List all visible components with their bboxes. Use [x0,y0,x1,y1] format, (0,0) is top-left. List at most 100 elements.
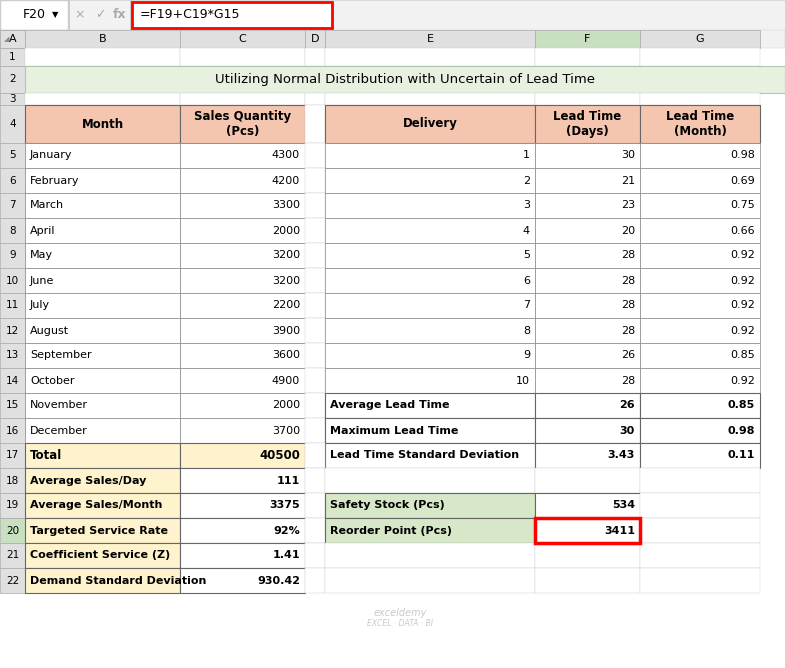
Text: C: C [239,34,246,44]
Bar [535,48,640,66]
Bar [325,393,535,418]
Text: 13: 13 [5,351,19,361]
Text: 20: 20 [621,226,635,236]
Bar [68,0,70,30]
Bar [325,30,535,48]
Text: 4900: 4900 [272,375,300,385]
Text: 0.85: 0.85 [728,401,755,411]
Text: 0.69: 0.69 [730,176,755,186]
Text: 16: 16 [5,426,19,436]
Bar [640,568,760,593]
Bar [535,93,640,105]
Text: November: November [30,401,88,411]
Text: 0.66: 0.66 [730,226,755,236]
Bar [25,468,180,493]
Bar [25,193,180,218]
Text: 0.92: 0.92 [730,375,755,385]
Text: 0.85: 0.85 [730,351,755,361]
Bar [180,343,305,368]
Bar [25,168,180,193]
Text: 11: 11 [5,301,19,311]
Bar [325,143,535,168]
Bar [325,293,535,318]
Text: 30: 30 [619,426,635,436]
Bar [25,218,180,243]
Bar [305,105,325,143]
Bar [535,193,640,218]
Bar [25,93,180,105]
Bar [180,543,305,568]
Text: G: G [696,34,704,44]
Text: 28: 28 [621,301,635,311]
Text: Total: Total [30,449,62,462]
Text: July: July [30,301,50,311]
Text: 3: 3 [523,200,530,210]
Bar [180,143,305,168]
Bar [0,293,25,318]
Bar [640,518,760,543]
Text: D: D [311,34,319,44]
Bar [305,493,325,518]
Text: 4200: 4200 [272,176,300,186]
Text: 20: 20 [6,526,19,536]
Text: F: F [584,34,590,44]
Text: 40500: 40500 [259,449,300,462]
Text: Lead Time
(Month): Lead Time (Month) [666,110,734,138]
Text: 22: 22 [5,576,19,585]
Text: 15: 15 [5,401,19,411]
Text: Utilizing Normal Distribution with Uncertain of Lead Time: Utilizing Normal Distribution with Uncer… [215,73,595,86]
Text: 26: 26 [619,401,635,411]
Text: Demand Standard Deviation: Demand Standard Deviation [30,576,206,585]
Bar [25,493,180,518]
Text: 1: 1 [523,150,530,160]
Text: 6: 6 [9,176,16,186]
Text: 14: 14 [5,375,19,385]
Bar [535,368,640,393]
Text: Sales Quantity
(Pcs): Sales Quantity (Pcs) [194,110,291,138]
Text: E: E [426,34,433,44]
Bar [305,368,325,393]
Text: 26: 26 [621,351,635,361]
Bar [180,468,305,493]
Text: June: June [30,275,54,285]
Bar [180,368,305,393]
Bar [180,518,305,543]
Bar [0,168,25,193]
Text: Safety Stock (Pcs): Safety Stock (Pcs) [330,500,445,510]
Bar [180,393,305,418]
Text: 21: 21 [621,176,635,186]
Bar [0,493,25,518]
Bar [325,168,535,193]
Bar [130,0,132,30]
Bar [305,393,325,418]
Text: 3411: 3411 [604,526,635,536]
Bar [640,243,760,268]
Text: 7: 7 [523,301,530,311]
Bar [305,518,325,543]
Bar [640,368,760,393]
Text: 0.98: 0.98 [730,150,755,160]
Bar [180,93,305,105]
Text: ×: × [75,9,86,21]
Text: B: B [99,34,106,44]
Text: 28: 28 [621,375,635,385]
Bar [640,543,760,568]
Bar [325,218,535,243]
Text: 7: 7 [9,200,16,210]
Bar [0,568,25,593]
Bar [325,318,535,343]
Bar [535,105,640,143]
Text: 0.92: 0.92 [730,275,755,285]
Text: 9: 9 [9,250,16,261]
Bar [0,93,25,105]
Text: 30: 30 [621,150,635,160]
Text: 21: 21 [5,550,19,560]
Bar [25,243,180,268]
Text: 10: 10 [6,275,19,285]
Bar [0,105,25,143]
Bar [640,343,760,368]
Bar [325,368,535,393]
Text: Average Sales/Day: Average Sales/Day [30,476,146,486]
Bar [0,30,785,48]
Text: 8: 8 [9,226,16,236]
